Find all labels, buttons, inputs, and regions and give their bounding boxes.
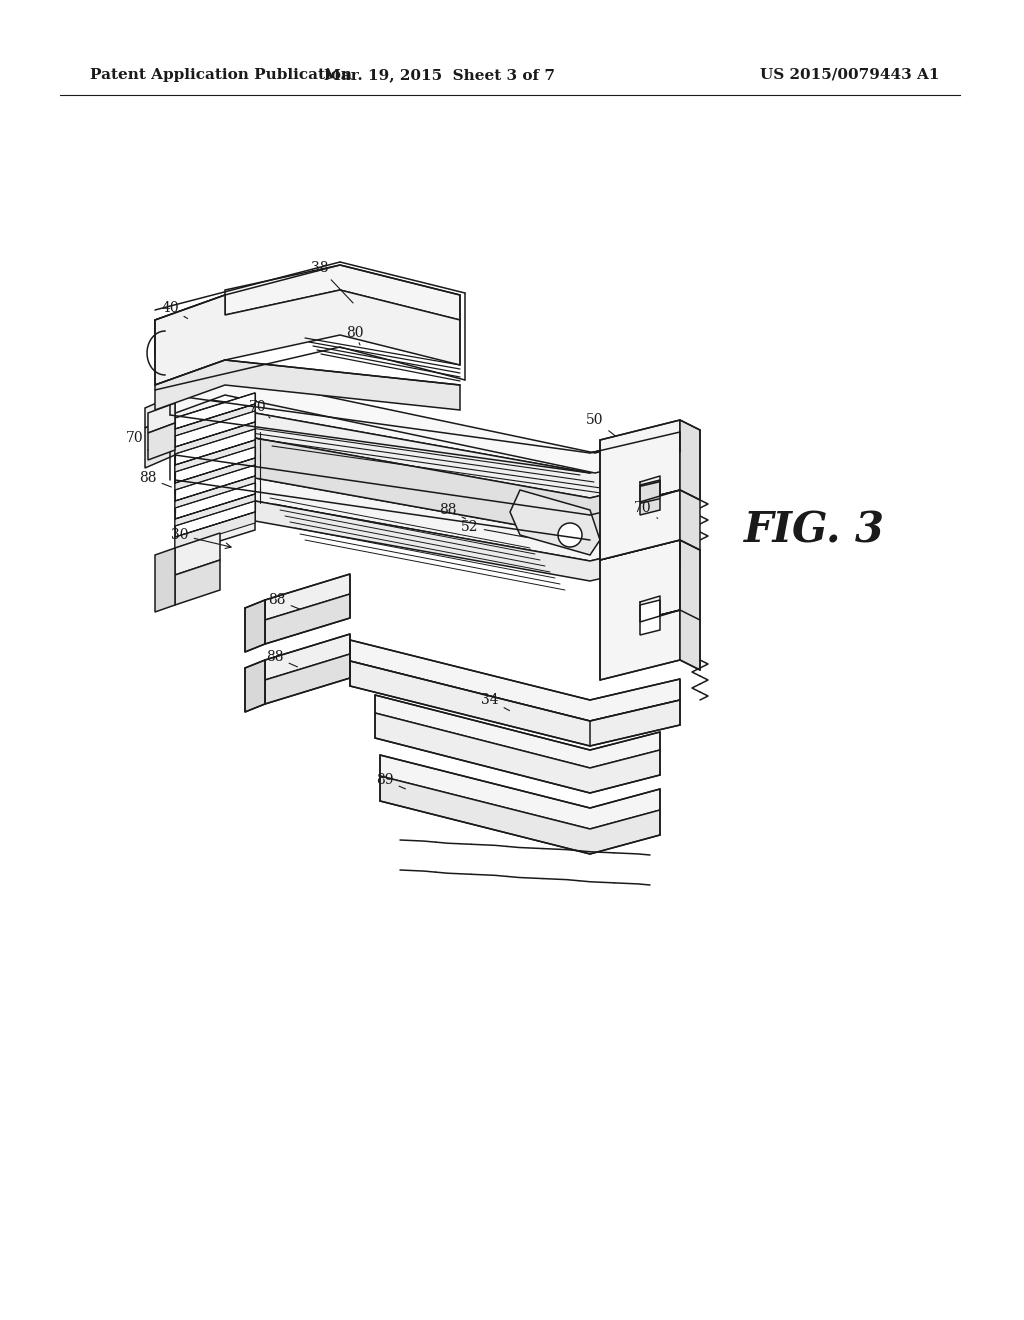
- Text: 70: 70: [249, 400, 270, 418]
- Text: 89: 89: [376, 774, 406, 789]
- Text: 34: 34: [481, 693, 510, 710]
- Polygon shape: [175, 418, 680, 541]
- Polygon shape: [600, 540, 680, 680]
- Polygon shape: [155, 294, 225, 355]
- Polygon shape: [255, 438, 590, 539]
- Polygon shape: [600, 420, 680, 560]
- Polygon shape: [255, 438, 680, 539]
- Polygon shape: [245, 601, 265, 652]
- Circle shape: [558, 523, 582, 546]
- Polygon shape: [175, 393, 255, 429]
- Polygon shape: [155, 290, 460, 385]
- Polygon shape: [265, 634, 350, 680]
- Polygon shape: [175, 533, 220, 576]
- Polygon shape: [175, 494, 255, 531]
- Text: 88: 88: [439, 503, 466, 519]
- Polygon shape: [175, 411, 255, 447]
- Polygon shape: [145, 395, 175, 428]
- Polygon shape: [155, 548, 175, 612]
- Text: 70: 70: [126, 432, 148, 450]
- Text: US 2015/0079443 A1: US 2015/0079443 A1: [761, 69, 940, 82]
- Polygon shape: [375, 713, 660, 793]
- Polygon shape: [175, 458, 255, 494]
- Polygon shape: [148, 422, 175, 459]
- Polygon shape: [175, 502, 255, 537]
- Polygon shape: [225, 265, 460, 319]
- Polygon shape: [175, 465, 255, 502]
- Text: FIG. 3: FIG. 3: [743, 510, 885, 552]
- Text: 40: 40: [161, 301, 187, 318]
- Text: 70: 70: [634, 502, 657, 519]
- Polygon shape: [175, 560, 220, 605]
- Polygon shape: [175, 429, 255, 465]
- Polygon shape: [175, 440, 255, 477]
- Polygon shape: [170, 375, 680, 473]
- Polygon shape: [175, 393, 255, 554]
- Text: Patent Application Publication: Patent Application Publication: [90, 69, 352, 82]
- Text: 30: 30: [171, 528, 231, 549]
- Polygon shape: [350, 640, 680, 721]
- Text: 52: 52: [461, 520, 527, 537]
- Polygon shape: [155, 360, 460, 411]
- Text: Mar. 19, 2015  Sheet 3 of 7: Mar. 19, 2015 Sheet 3 of 7: [325, 69, 555, 82]
- Polygon shape: [255, 413, 680, 498]
- Polygon shape: [175, 512, 255, 548]
- Polygon shape: [175, 395, 680, 477]
- Polygon shape: [350, 661, 680, 746]
- Text: 80: 80: [346, 326, 364, 345]
- Polygon shape: [255, 478, 680, 561]
- Polygon shape: [380, 755, 660, 829]
- Polygon shape: [175, 483, 255, 519]
- Polygon shape: [145, 414, 175, 469]
- Polygon shape: [148, 403, 175, 433]
- Polygon shape: [175, 447, 255, 483]
- Text: 50: 50: [587, 413, 615, 437]
- Text: 38: 38: [311, 261, 353, 304]
- Polygon shape: [680, 540, 700, 671]
- Polygon shape: [175, 477, 255, 512]
- Text: 88: 88: [268, 593, 299, 609]
- Polygon shape: [265, 594, 350, 644]
- Polygon shape: [375, 696, 660, 768]
- Polygon shape: [680, 490, 700, 550]
- Polygon shape: [255, 502, 680, 581]
- Polygon shape: [255, 393, 680, 473]
- Polygon shape: [265, 653, 350, 704]
- Polygon shape: [265, 574, 350, 620]
- Polygon shape: [175, 404, 255, 440]
- Polygon shape: [680, 420, 700, 500]
- Text: 88: 88: [139, 471, 171, 487]
- Polygon shape: [380, 776, 660, 854]
- Polygon shape: [175, 422, 255, 458]
- Polygon shape: [510, 490, 600, 554]
- Polygon shape: [245, 660, 265, 711]
- Text: 88: 88: [266, 649, 297, 667]
